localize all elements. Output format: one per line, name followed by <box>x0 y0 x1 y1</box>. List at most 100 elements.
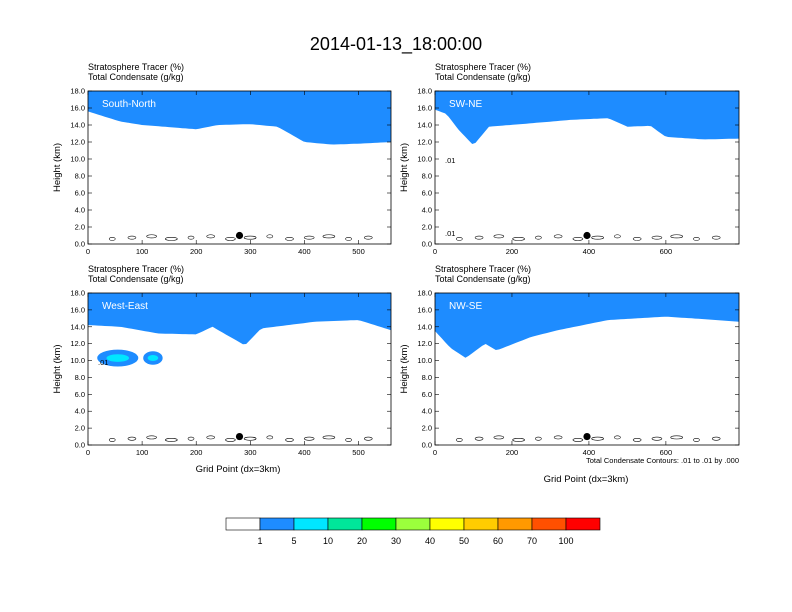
condensate-contour <box>553 234 563 239</box>
colorbar-label: 1 <box>257 536 262 546</box>
x-tick-label: 100 <box>136 448 149 457</box>
y-tick-label: 16.0 <box>417 104 432 113</box>
colorbar-swatch <box>497 517 533 531</box>
y-tick-label: 10.0 <box>70 155 85 164</box>
colorbar-swatch <box>327 517 363 531</box>
condensate-contour <box>165 438 178 442</box>
x-tick-label: 400 <box>298 448 311 457</box>
tracer-field <box>435 91 739 241</box>
panel-subtitle-tracer: Stratosphere Tracer (%) <box>88 264 184 274</box>
y-tick-label: 18.0 <box>70 289 85 298</box>
colorbar-label: 100 <box>558 536 573 546</box>
condensate-contour <box>535 436 542 441</box>
condensate-contour <box>711 235 721 240</box>
y-tick-label: 18.0 <box>70 87 85 96</box>
figure-title: 2014-01-13_18:00:00 <box>310 34 482 55</box>
colorbar-swatch <box>429 517 465 531</box>
colorbar-swatch <box>395 517 431 531</box>
y-tick-label: 4.0 <box>75 407 85 416</box>
tracer-field <box>435 293 739 442</box>
location-marker <box>583 231 591 240</box>
condensate-contour <box>285 438 294 442</box>
tracer-band-1 <box>435 91 739 144</box>
condensate-contour <box>127 436 137 441</box>
y-tick-label: 2.0 <box>422 223 432 232</box>
x-tick-label: 400 <box>583 247 596 256</box>
y-tick-label: 12.0 <box>417 339 432 348</box>
location-marker <box>235 231 244 240</box>
colorbar-swatch <box>565 517 601 531</box>
y-tick-label: 10.0 <box>70 356 85 365</box>
x-tick-label: 100 <box>136 247 149 256</box>
panel-subtitle-condensate: Total Condensate (g/kg) <box>435 274 531 284</box>
condensate-contour <box>108 438 116 442</box>
x-tick-label: 500 <box>352 448 365 457</box>
condensate-contour <box>108 236 116 241</box>
contour-label: .01 <box>98 358 108 367</box>
condensate-contour <box>493 435 505 440</box>
panel-nw-se: Stratosphere Tracer (%)Total Condensate … <box>399 264 740 457</box>
panel-subtitle-tracer: Stratosphere Tracer (%) <box>88 62 184 72</box>
contour-label: .01 <box>445 229 455 238</box>
contour-footnote: Total Condensate Contours: .01 to .01 by… <box>586 456 739 465</box>
plot-frame <box>434 90 740 245</box>
y-tick-label: 2.0 <box>422 424 432 433</box>
y-tick-label: 12.0 <box>417 138 432 147</box>
condensate-contour <box>456 236 463 241</box>
condensate-contour <box>591 436 604 441</box>
x-tick-label: 400 <box>583 448 596 457</box>
x-tick-label: 200 <box>506 448 519 457</box>
x-tick-label: 0 <box>86 448 90 457</box>
plot-frame <box>87 292 392 446</box>
y-tick-label: 14.0 <box>70 121 85 130</box>
condensate-contour <box>187 436 195 441</box>
panel-subtitle-tracer: Stratosphere Tracer (%) <box>435 264 531 274</box>
condensate-contour <box>591 235 604 240</box>
y-tick-label: 8.0 <box>75 172 85 181</box>
x-axis-label-left: Grid Point (dx=3km) <box>196 464 281 475</box>
condensate-contour <box>206 234 216 239</box>
colorbar-swatch <box>463 517 499 531</box>
panel-name: West-East <box>102 301 148 312</box>
x-tick-label: 0 <box>86 247 90 256</box>
contour-label: .01 <box>445 156 455 165</box>
x-tick-label: 300 <box>244 247 257 256</box>
x-tick-label: 300 <box>244 448 257 457</box>
location-marker <box>235 432 244 441</box>
y-axis-label: Height (km) <box>52 344 63 393</box>
colorbar-label: 70 <box>527 536 537 546</box>
y-tick-label: 0.0 <box>75 240 85 249</box>
condensate-contour <box>363 235 373 240</box>
colorbar-swatch <box>531 517 567 531</box>
y-tick-label: 4.0 <box>75 206 85 215</box>
condensate-contour <box>572 438 584 442</box>
y-tick-label: 16.0 <box>417 305 432 314</box>
condensate-contour <box>225 438 236 442</box>
condensate-contour <box>165 236 178 241</box>
condensate-contour <box>303 436 315 441</box>
condensate-contour <box>651 235 663 240</box>
condensate-contour <box>303 235 315 240</box>
condensate-contour <box>670 234 683 239</box>
location-marker <box>583 432 591 441</box>
condensate-contour <box>632 438 642 442</box>
y-tick-label: 12.0 <box>70 339 85 348</box>
condensate-contour <box>146 234 157 239</box>
x-tick-label: 200 <box>190 247 203 256</box>
y-axis-label: Height (km) <box>399 344 410 393</box>
y-tick-label: 8.0 <box>75 373 85 382</box>
panel-south-north: Stratosphere Tracer (%)Total Condensate … <box>52 62 392 256</box>
condensate-contour <box>512 438 525 442</box>
tracer-band-1 <box>435 293 739 358</box>
colorbar-swatch <box>293 517 329 531</box>
condensate-contour <box>572 236 584 241</box>
condensate-contour <box>711 436 721 441</box>
condensate-contour <box>285 236 294 241</box>
condensate-contour <box>474 436 484 441</box>
y-tick-label: 6.0 <box>75 189 85 198</box>
condensate-contour <box>127 235 137 240</box>
condensate-contour <box>670 435 683 440</box>
tracer-field <box>88 91 391 241</box>
colorbar-label: 20 <box>357 536 367 546</box>
